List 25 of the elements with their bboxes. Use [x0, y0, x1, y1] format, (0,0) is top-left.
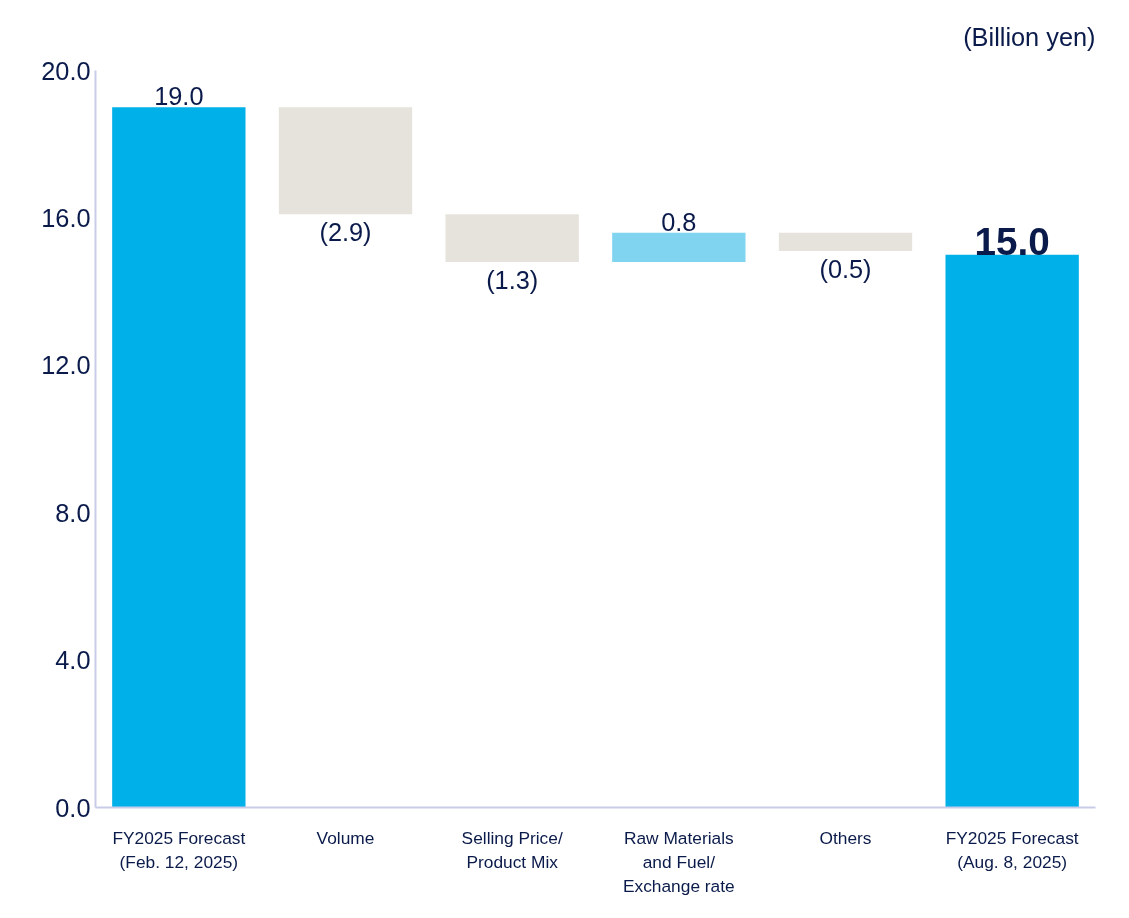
- bar: [112, 107, 246, 808]
- y-tick-label: 0.0: [55, 793, 91, 822]
- x-tick-label: FY2025 Forecast (Aug. 8, 2025): [945, 827, 1079, 872]
- bar: [445, 214, 579, 263]
- bar: [278, 107, 413, 215]
- y-tick-label: 12.0: [41, 351, 91, 380]
- bar: [945, 254, 1079, 808]
- text: (Billion yen): [963, 22, 1096, 51]
- y-tick-label: 4.0: [55, 646, 91, 675]
- data-label: 15.0: [974, 219, 1050, 263]
- x-tick-label: Volume: [316, 827, 375, 848]
- bar: [612, 232, 746, 263]
- data-label: 19.0: [154, 82, 204, 111]
- y-tick-label: 16.0: [41, 203, 91, 232]
- x-tick-label: Raw Materials and Fuel/ Exchange rate: [622, 827, 735, 896]
- data-label: (2.9): [319, 218, 372, 247]
- y-tick-label: 20.0: [41, 56, 91, 85]
- x-tick-label: Others: [819, 827, 872, 848]
- data-label: (0.5): [819, 255, 872, 284]
- x-tick-label: FY2025 Forecast (Feb. 12, 2025): [112, 827, 246, 872]
- x-tick-label: Selling Price/ Product Mix: [461, 827, 563, 872]
- bar: [778, 232, 913, 252]
- data-label: 0.8: [661, 207, 697, 236]
- data-label: (1.3): [486, 266, 539, 295]
- y-tick-label: 8.0: [55, 498, 91, 527]
